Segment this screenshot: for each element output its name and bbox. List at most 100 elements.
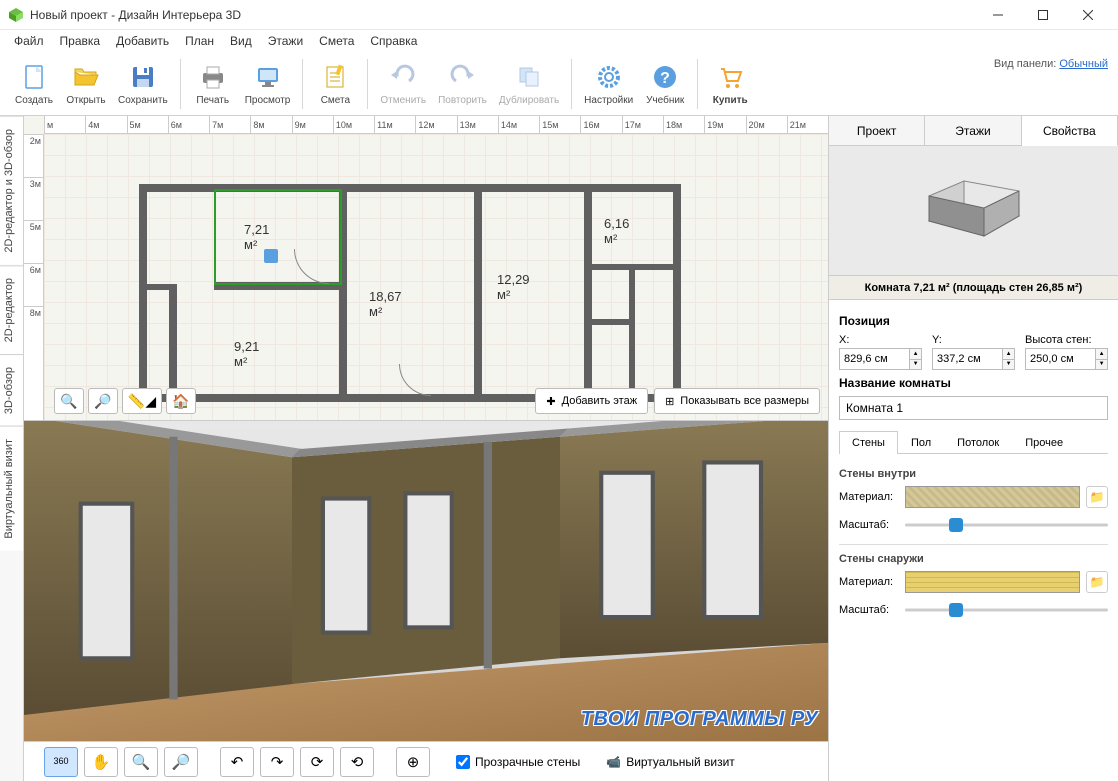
- notepad-icon: [319, 61, 351, 93]
- room-name-header: Название комнаты: [839, 376, 1108, 390]
- subtab-walls[interactable]: Стены: [839, 431, 898, 454]
- inner-material-swatch[interactable]: [905, 486, 1080, 508]
- redo-icon: [446, 61, 478, 93]
- outer-scale-slider[interactable]: [905, 599, 1108, 621]
- sidetab-virtual[interactable]: Виртуальный визит: [0, 426, 23, 551]
- maximize-button[interactable]: [1020, 0, 1065, 29]
- room-area-1: 7,21 м²: [244, 222, 269, 252]
- estimate-button[interactable]: Смета: [309, 59, 361, 108]
- menu-help[interactable]: Справка: [362, 32, 425, 50]
- room-area-3: 18,67 м²: [369, 289, 402, 319]
- ruler-vertical: 2м3м5м6м8м: [24, 134, 44, 420]
- properties-panel: Проект Этажи Свойства Комната 7,21 м² (п…: [828, 116, 1118, 781]
- redo-button[interactable]: Повторить: [432, 59, 493, 108]
- tab-floors[interactable]: Этажи: [925, 116, 1021, 145]
- bottom-toolbar: 360 ✋ 🔍 🔎 ↶ ↷ ⟳ ⟲ ⊕ Прозрачные стены 📹Ви…: [24, 741, 828, 781]
- reset-view-button[interactable]: ⊕: [396, 747, 430, 777]
- sidetab-2d[interactable]: 2D-редактор: [0, 265, 23, 354]
- outer-material-swatch[interactable]: [905, 571, 1080, 593]
- panel-mode-label: Вид панели: Обычный: [994, 58, 1108, 70]
- home-button[interactable]: 🏠: [166, 388, 196, 414]
- sidetab-3d[interactable]: 3D-обзор: [0, 354, 23, 426]
- outer-material-browse[interactable]: 📁: [1086, 571, 1108, 593]
- monitor-icon: [252, 61, 284, 93]
- x-input[interactable]: ▲▼: [839, 348, 922, 370]
- view-3d[interactable]: [24, 421, 828, 741]
- measure-button[interactable]: 📏◢: [122, 388, 162, 414]
- zoom-in-button[interactable]: 🔎: [88, 388, 118, 414]
- plan-zoom-tools: 🔍 🔎 📏◢ 🏠: [54, 388, 196, 414]
- menu-add[interactable]: Добавить: [108, 32, 177, 50]
- inner-scale-slider[interactable]: [905, 514, 1108, 536]
- virtual-visit-button[interactable]: 📹Виртуальный визит: [606, 755, 735, 769]
- undo-button[interactable]: Отменить: [374, 59, 432, 108]
- dimensions-icon: ⊞: [665, 395, 674, 408]
- subtab-other[interactable]: Прочее: [1012, 431, 1076, 454]
- rotate-right-button[interactable]: ↷: [260, 747, 294, 777]
- folder-open-icon: [70, 61, 102, 93]
- inner-walls-header: Стены внутри: [839, 468, 1108, 480]
- wall-height-input[interactable]: ▲▼: [1025, 348, 1108, 370]
- room-name-input[interactable]: [839, 396, 1108, 420]
- room-preview-3d: [829, 146, 1118, 276]
- side-tabs: 2D-редактор и 3D-обзор 2D-редактор 3D-об…: [0, 116, 24, 781]
- settings-button[interactable]: Настройки: [578, 59, 639, 108]
- plus-icon: ✚: [546, 395, 555, 408]
- print-button[interactable]: Печать: [187, 59, 239, 108]
- subtab-ceiling[interactable]: Потолок: [944, 431, 1012, 454]
- orbit-icon: 360: [53, 757, 68, 766]
- orbit-button[interactable]: 360: [44, 747, 78, 777]
- buy-button[interactable]: Купить: [704, 59, 756, 108]
- room-info-bar: Комната 7,21 м² (площадь стен 26,85 м²): [829, 276, 1118, 300]
- preview-button[interactable]: Просмотр: [239, 59, 297, 108]
- printer-icon: [197, 61, 229, 93]
- minimize-button[interactable]: [975, 0, 1020, 29]
- close-button[interactable]: [1065, 0, 1110, 29]
- create-button[interactable]: Создать: [8, 59, 60, 108]
- add-floor-button[interactable]: ✚Добавить этаж: [535, 388, 648, 414]
- textbook-button[interactable]: ?Учебник: [639, 59, 691, 108]
- zoom-out-3d-button[interactable]: 🔍: [124, 747, 158, 777]
- document-new-icon: [18, 61, 50, 93]
- window-title: Новый проект - Дизайн Интерьера 3D: [30, 8, 975, 22]
- tab-properties[interactable]: Свойства: [1022, 116, 1118, 146]
- outer-walls-header: Стены снаружи: [839, 553, 1108, 565]
- menubar: Файл Правка Добавить План Вид Этажи Смет…: [0, 30, 1118, 52]
- menu-floors[interactable]: Этажи: [260, 32, 311, 50]
- move-handle-icon[interactable]: [264, 249, 278, 263]
- inner-material-browse[interactable]: 📁: [1086, 486, 1108, 508]
- menu-view[interactable]: Вид: [222, 32, 260, 50]
- menu-edit[interactable]: Правка: [52, 32, 109, 50]
- folder-icon: 📁: [1090, 490, 1105, 504]
- cart-icon: [714, 61, 746, 93]
- canvas-2d[interactable]: 7,21 м² 6,16 м² 18,67 м² 12,29 м² 9,21 м…: [44, 134, 828, 420]
- zoom-out-button[interactable]: 🔍: [54, 388, 84, 414]
- pan-button[interactable]: ✋: [84, 747, 118, 777]
- tilt-up-button[interactable]: ⟳: [300, 747, 334, 777]
- ruler-horizontal: м4м5м6м7м8м9м10м11м12м13м14м15м16м17м18м…: [44, 116, 828, 134]
- room-area-5: 9,21 м²: [234, 339, 259, 369]
- svg-text:?: ?: [660, 70, 670, 87]
- sidetab-2d-3d[interactable]: 2D-редактор и 3D-обзор: [0, 116, 23, 265]
- tilt-down-button[interactable]: ⟲: [340, 747, 374, 777]
- open-button[interactable]: Открыть: [60, 59, 112, 108]
- folder-icon: 📁: [1090, 575, 1105, 589]
- save-button[interactable]: Сохранить: [112, 59, 174, 108]
- menu-file[interactable]: Файл: [6, 32, 52, 50]
- y-input[interactable]: ▲▼: [932, 348, 1015, 370]
- plan-2d-area[interactable]: м4м5м6м7м8м9м10м11м12м13м14м15м16м17м18м…: [24, 116, 828, 421]
- transparent-walls-check[interactable]: Прозрачные стены: [456, 755, 580, 769]
- duplicate-button[interactable]: Дублировать: [493, 59, 565, 108]
- menu-estimate[interactable]: Смета: [311, 32, 362, 50]
- rotate-left-button[interactable]: ↶: [220, 747, 254, 777]
- menu-plan[interactable]: План: [177, 32, 222, 50]
- toolbar: Создать Открыть Сохранить Печать Просмот…: [0, 52, 1118, 116]
- zoom-in-3d-button[interactable]: 🔎: [164, 747, 198, 777]
- panel-mode-link[interactable]: Обычный: [1059, 58, 1108, 70]
- undo-icon: [387, 61, 419, 93]
- subtab-floor[interactable]: Пол: [898, 431, 944, 454]
- tab-project[interactable]: Проект: [829, 116, 925, 145]
- show-dimensions-button[interactable]: ⊞Показывать все размеры: [654, 388, 820, 414]
- app-icon: [8, 7, 24, 23]
- camera-icon: 📹: [606, 755, 621, 769]
